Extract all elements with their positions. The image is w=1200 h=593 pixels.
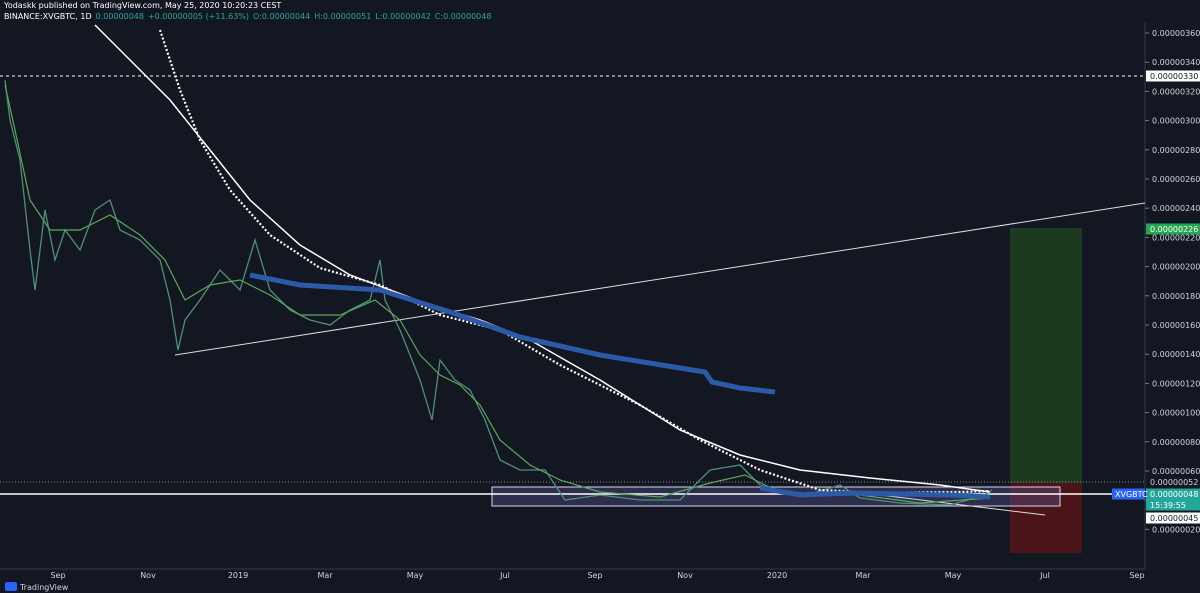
change: +0.00000005 (+11.63%) [147,12,250,21]
price-label: 0.00000300 [1152,117,1200,126]
time-label: Nov [140,571,156,580]
price-tag [1146,476,1200,488]
time-label: Nov [677,571,693,580]
price-tag [1146,223,1200,235]
time-label: 2020 [767,571,787,580]
high: H:0.00000051 [314,12,372,21]
price-label: 0.00000160 [1152,321,1200,330]
brand: TradingView [19,583,69,592]
price-label: 0.00000100 [1152,409,1200,418]
footer [0,580,1200,593]
price-label: 0.00000220 [1152,233,1200,242]
price-tag [1146,512,1200,524]
price-label: 0.00000320 [1152,87,1200,96]
price-tag-text: 0.00000048 [1150,490,1198,499]
time-label: Jul [499,571,510,580]
price-label: 0.00000080 [1152,438,1200,447]
price-label: 0.00000280 [1152,146,1200,155]
price-tag-text: 0.00000045 [1150,514,1198,523]
trendline [174,202,1146,356]
price-label: 0.00000200 [1152,263,1200,272]
time-label: Sep [587,571,602,580]
price-label: 0.00000060 [1152,467,1200,476]
price-tag-text: 0.00000226 [1150,225,1198,234]
trendline-lower [879,494,1046,516]
low: L:0.00000042 [375,12,431,21]
price-axis: 0.00000360 0.00000340 0.00000320 0.00000300… [1145,29,1200,534]
price-label: 0.00000180 [1152,292,1200,301]
time-label: 2019 [228,571,248,580]
time-label: Jul [1039,571,1050,580]
price-tag-text: 15:39:55 [1150,501,1186,510]
last-price: 0.00000048 [95,12,144,21]
plot-area [0,22,1145,569]
time-label: May [407,571,424,580]
symbol-tag [1112,488,1145,500]
logo [5,582,17,591]
price-tag [1146,499,1200,511]
time-label: Sep [1129,571,1144,580]
symbol-line: BINANCE:XVGBTC, 1D 0.00000048 +0.00000005 … [4,12,495,21]
long-ma-recent [759,485,991,500]
symbol-tag-text: XVGBTC [1115,490,1148,499]
time-axis: Sep Nov 2019 Mar May Jul Sep Nov 2020 Mar May Jul Se… [50,571,1144,580]
price-tags: 0.00000330 0.00000226 0.00000052 0.00000048… [1112,70,1200,524]
price-label: 0.00000140 [1152,350,1200,359]
time-label: Mar [855,571,871,580]
price-label: 0.00000360 [1152,29,1200,38]
long-ma [249,272,776,395]
price-label: 0.00000240 [1152,204,1200,213]
time-label: Sep [50,571,65,580]
publisher: Yodaskk published on TradingView.com, Ma… [4,1,282,10]
symbol: BINANCE:XVGBTC, 1D [4,12,92,21]
time-label: Mar [317,571,333,580]
price-tag-text: 0.00000330 [1150,72,1198,81]
long-target-zone [1010,228,1082,483]
close: C:0.00000048 [434,12,492,21]
range-box [491,486,1061,507]
price-label: 0.00000340 [1152,58,1200,67]
price-tag [1146,488,1200,500]
time-label: May [945,571,962,580]
price-label: 0.00000260 [1152,175,1200,184]
price-label: 0.00000020 [1152,525,1200,534]
price-tag-text: 0.00000052 [1150,478,1198,487]
fast-ma [4,84,991,504]
price-tag [1146,70,1200,82]
publish-line: Yodaskk published on TradingView.com, Ma… [4,1,285,10]
price-line [4,79,993,506]
open: O:0.00000044 [253,12,311,21]
price-label: 0.00000120 [1152,379,1200,388]
